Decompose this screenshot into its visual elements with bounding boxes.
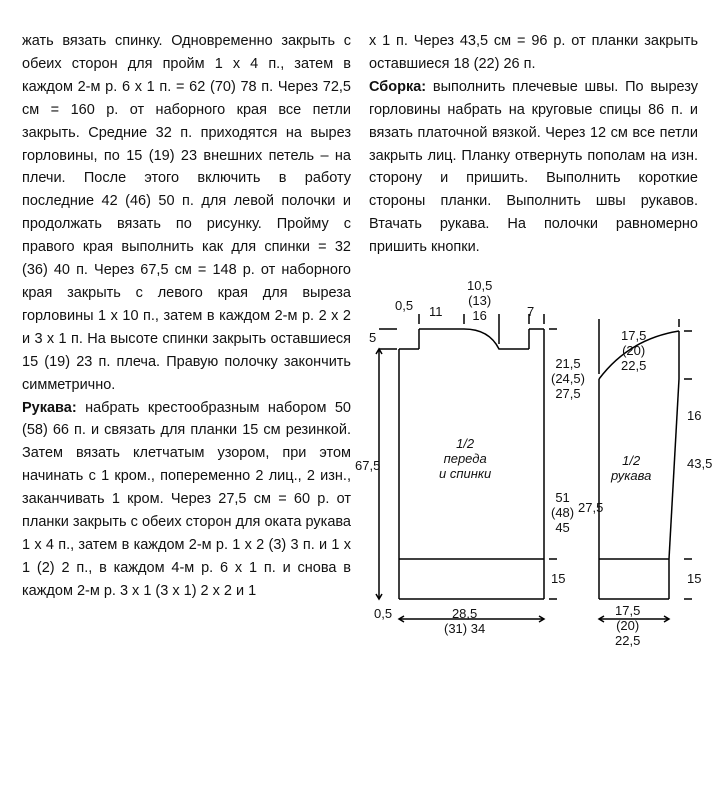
col2-para2: Сборка: выполнить плечевые швы. По вырез…: [369, 76, 698, 259]
dim-top-05: 0,5: [395, 299, 413, 314]
rukava-label: Рукава:: [22, 400, 77, 416]
dim-left-height: 67,5: [355, 459, 380, 474]
dim-armhole-5: 5: [369, 331, 376, 346]
dim-sleeve-16: 16: [687, 409, 701, 424]
left-column: жать вязать спинку. Одновременно закрыть…: [22, 30, 351, 629]
dim-neck-215: 21,5 (24,5) 27,5: [551, 357, 585, 402]
dim-bottom-05: 0,5: [374, 607, 392, 622]
col2-para2-text: выполнить плечевые швы. По вырезу горлов…: [369, 79, 698, 255]
sleeve-center-label: 1/2 рукава: [611, 454, 651, 484]
dim-sleeve-bottom-15: 15: [687, 572, 701, 587]
col1-para2: Рукава: набрать крестообразным набором 5…: [22, 397, 351, 603]
dim-sleeve-top: 17,5 (20) 22,5: [621, 329, 646, 374]
schematic-diagram: 0,5 11 10,5 (13) 16 7 5 67,5 21,5 (24,5)…: [369, 269, 698, 629]
dim-body-bottom-15: 15: [551, 572, 565, 587]
dim-sleeve-435: 43,5: [687, 457, 712, 472]
dim-sleeve-width: 17,5 (20) 22,5: [615, 604, 640, 649]
dim-right-51: 51 (48) 45: [551, 491, 574, 536]
col1-para1: жать вязать спинку. Одновременно закрыть…: [22, 30, 351, 397]
col1-para2-text: набрать крестообразным набором 50 (58) 6…: [22, 400, 351, 599]
dim-top-7: 7: [527, 305, 534, 320]
dim-top-11: 11: [429, 305, 443, 320]
sborka-label: Сборка:: [369, 79, 426, 95]
body-center-label: 1/2 переда и спинки: [439, 437, 491, 482]
col2-para1: x 1 п. Через 43,5 см = 96 р. от планки з…: [369, 30, 698, 76]
dim-body-width: 28,5 (31) 34: [444, 607, 485, 637]
dim-top-105: 10,5 (13) 16: [467, 279, 492, 324]
right-column: x 1 п. Через 43,5 см = 96 р. от планки з…: [369, 30, 698, 629]
dim-sleeve-275: 27,5: [578, 501, 603, 516]
